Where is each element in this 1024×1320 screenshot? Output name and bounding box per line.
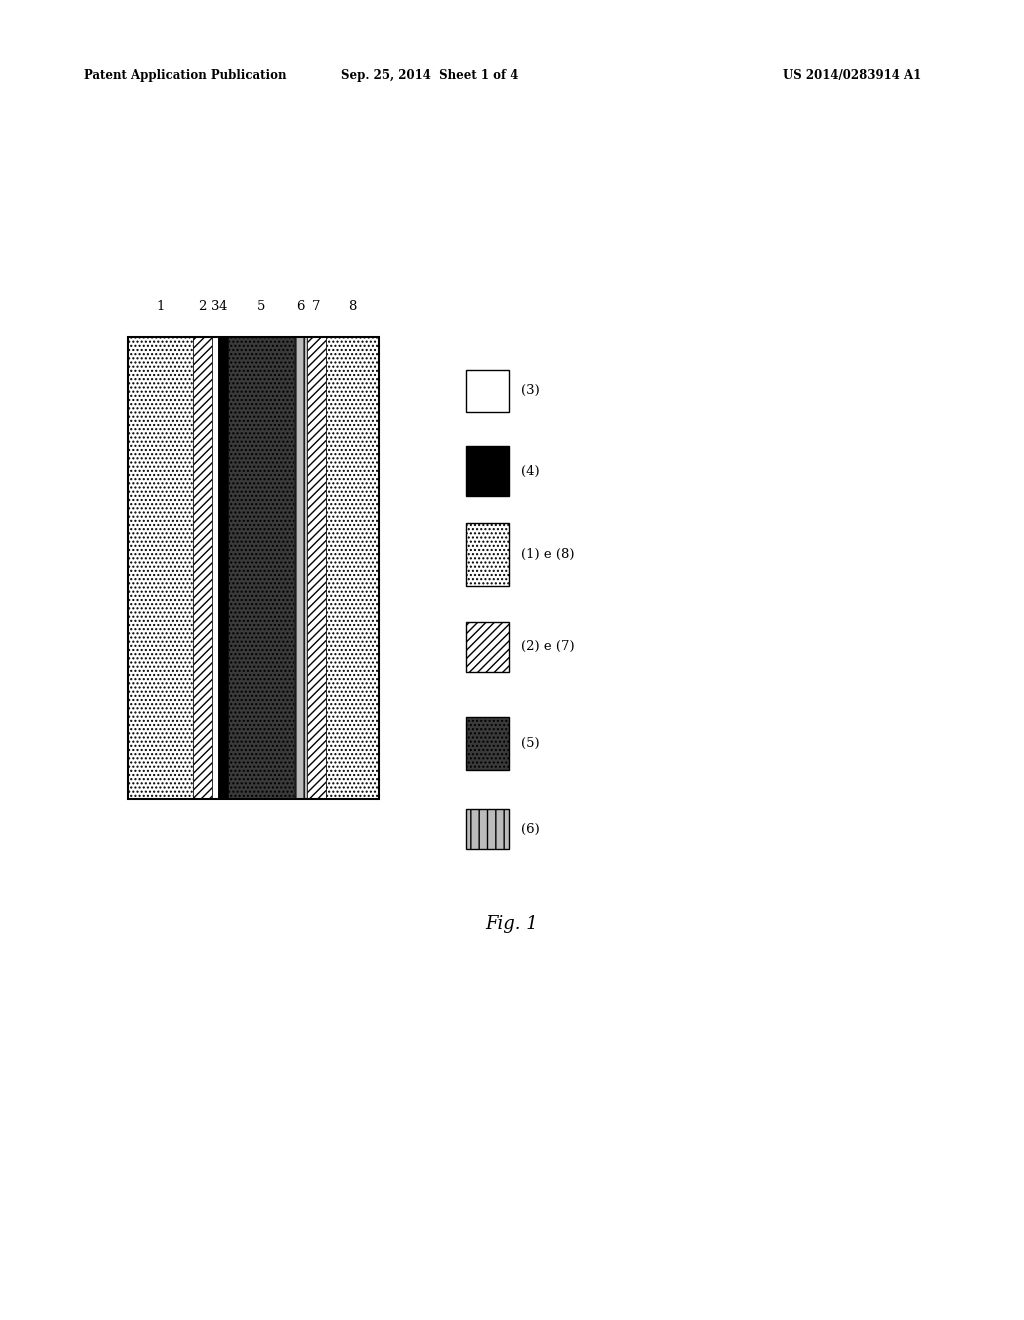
Bar [466, 809, 509, 849]
Bar [294, 337, 306, 799]
Text: 6: 6 [296, 300, 304, 313]
Text: Fig. 1: Fig. 1 [485, 915, 539, 933]
Text: (4): (4) [521, 465, 540, 478]
Text: Patent Application Publication: Patent Application Publication [84, 69, 287, 82]
Text: (5): (5) [521, 737, 540, 750]
Bar [218, 337, 228, 799]
Text: (2) e (7): (2) e (7) [521, 640, 574, 653]
Bar [212, 337, 218, 799]
Text: US 2014/0283914 A1: US 2014/0283914 A1 [783, 69, 922, 82]
Text: 1: 1 [157, 300, 165, 313]
Bar [466, 622, 509, 672]
Bar [194, 337, 212, 799]
Text: 3: 3 [211, 300, 219, 313]
Text: 8: 8 [348, 300, 356, 313]
Text: 4: 4 [219, 300, 227, 313]
Bar [306, 337, 327, 799]
Text: 5: 5 [257, 300, 265, 313]
Bar [466, 717, 509, 770]
Bar [327, 337, 379, 799]
Text: (6): (6) [521, 822, 540, 836]
Bar [128, 337, 379, 799]
Text: 7: 7 [312, 300, 321, 313]
Bar [466, 446, 509, 496]
Bar [466, 370, 509, 412]
Bar [228, 337, 294, 799]
Text: (3): (3) [521, 384, 540, 397]
Text: Sep. 25, 2014  Sheet 1 of 4: Sep. 25, 2014 Sheet 1 of 4 [341, 69, 519, 82]
Text: (1) e (8): (1) e (8) [521, 548, 574, 561]
Bar [466, 523, 509, 586]
Bar [128, 337, 194, 799]
Text: 2: 2 [199, 300, 207, 313]
